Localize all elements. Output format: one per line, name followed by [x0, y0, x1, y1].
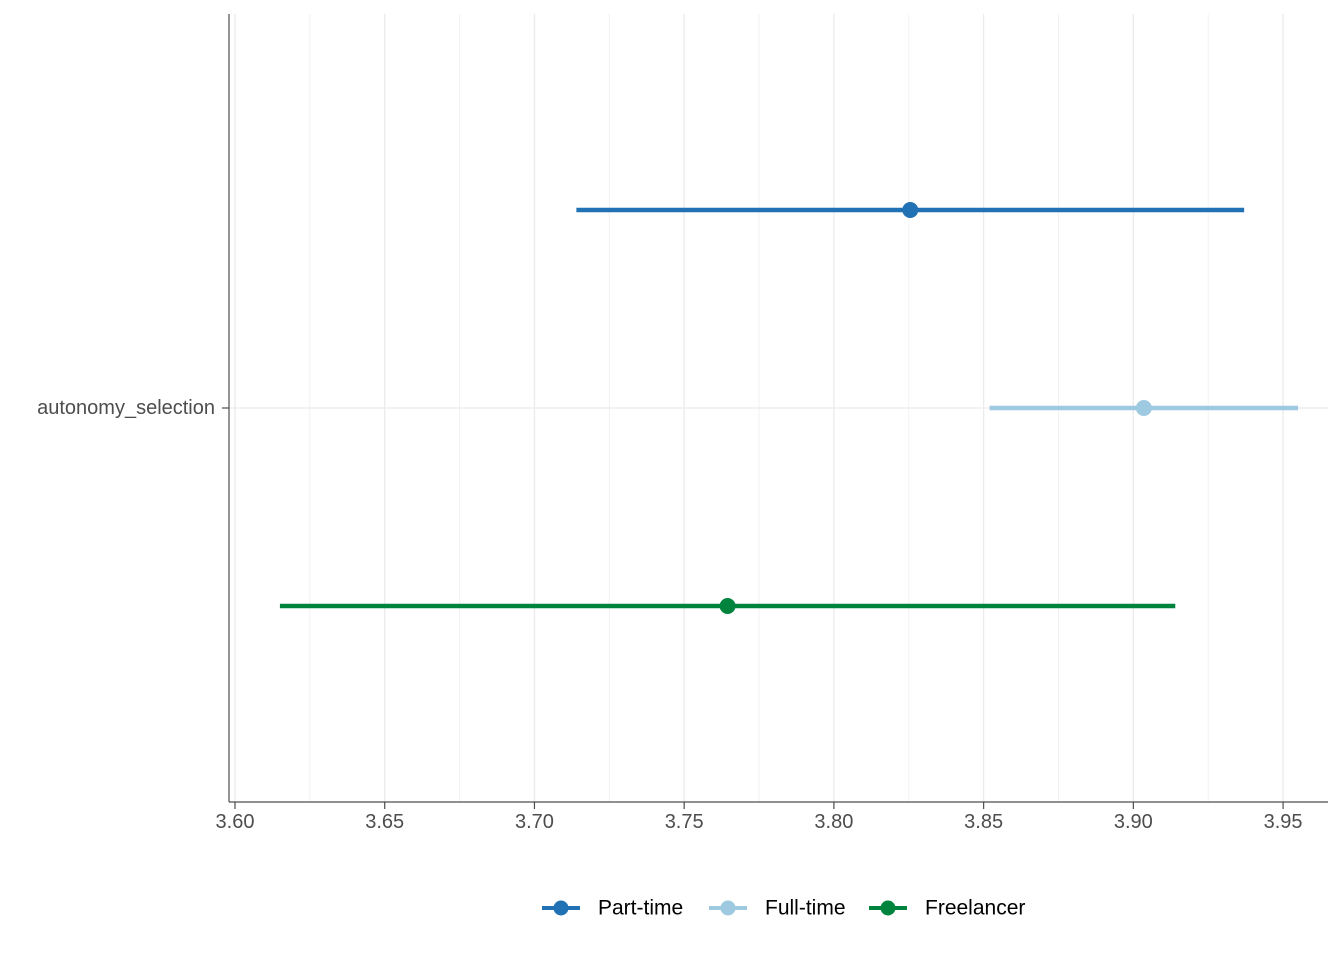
y-category-label: autonomy_selection: [37, 397, 215, 419]
x-tick-label: 3.75: [665, 811, 704, 833]
legend-item-part-time: Part-time: [542, 897, 683, 920]
legend: Part-time Full-time Freelancer: [542, 897, 1025, 920]
x-axis-ticks: 3.60 3.65 3.70 3.75 3.80 3.85 3.90 3.95: [216, 802, 1303, 833]
x-tick-label: 3.65: [365, 811, 404, 833]
x-tick-label: 3.70: [515, 811, 554, 833]
x-tick-label: 3.80: [814, 811, 853, 833]
legend-key-dot: [880, 900, 896, 916]
point-estimate: [902, 202, 919, 218]
series-marks: [279, 202, 1299, 614]
y-axis-ticks: autonomy_selection: [37, 397, 229, 419]
legend-label: Part-time: [598, 897, 683, 920]
legend-key-dot: [720, 900, 736, 916]
legend-item-full-time: Full-time: [709, 897, 846, 920]
legend-item-freelancer: Freelancer: [869, 897, 1025, 920]
legend-label: Freelancer: [925, 897, 1025, 920]
point-estimate: [1135, 400, 1152, 416]
legend-label: Full-time: [765, 897, 846, 920]
legend-key-dot: [553, 900, 569, 916]
point-estimate: [719, 598, 736, 614]
x-tick-label: 3.90: [1114, 811, 1153, 833]
x-tick-label: 3.85: [964, 811, 1003, 833]
x-tick-label: 3.95: [1264, 811, 1303, 833]
x-tick-label: 3.60: [216, 811, 255, 833]
